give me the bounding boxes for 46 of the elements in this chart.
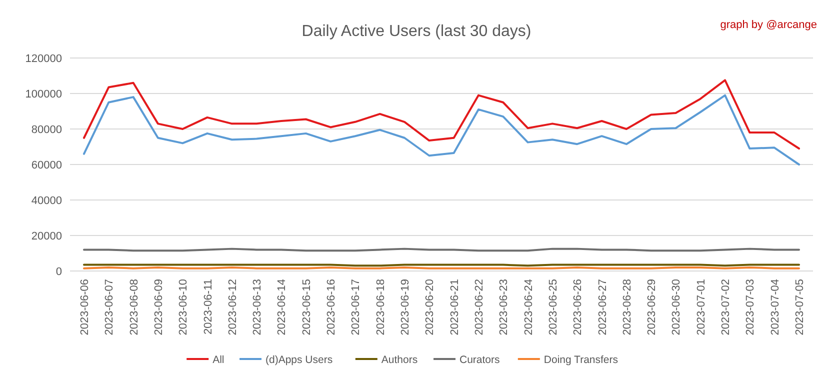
legend-label: (d)Apps Users xyxy=(266,354,333,366)
y-tick-label: 0 xyxy=(56,266,62,278)
legend-label: All xyxy=(212,354,224,366)
x-tick-label: 2023-06-24 xyxy=(522,279,535,336)
x-tick-label: 2023-06-09 xyxy=(152,279,165,336)
x-tick-label: 2023-06-16 xyxy=(326,279,338,336)
line-series xyxy=(83,94,800,166)
x-tick-label: 2023-06-25 xyxy=(547,279,560,336)
x-tick-label: 2023-06-22 xyxy=(473,279,486,336)
y-tick-label: 60000 xyxy=(31,160,62,172)
x-tick-label: 2023-06-27 xyxy=(596,279,609,336)
x-tick-label: 2023-06-18 xyxy=(374,279,387,336)
x-tick-label: 2023-07-01 xyxy=(695,279,708,336)
x-tick-label: 2023-06-13 xyxy=(252,279,264,336)
x-tick-label: 2023-06-23 xyxy=(498,279,510,336)
x-tick-label: 2023-06-21 xyxy=(448,279,461,336)
y-tick-label: 20000 xyxy=(31,230,62,242)
x-tick-label: 2023-06-15 xyxy=(300,279,313,336)
x-tick-label: 2023-06-12 xyxy=(226,279,239,336)
x-tick-label: 2023-06-29 xyxy=(646,279,658,336)
y-tick-label: 80000 xyxy=(31,124,62,136)
x-tick-label: 2023-06-28 xyxy=(621,279,634,336)
x-tick-label: 2023-06-07 xyxy=(104,279,116,336)
x-tick-label: 2023-07-02 xyxy=(720,279,732,336)
y-tick-label: 40000 xyxy=(31,195,62,207)
x-tick-label: 2023-07-05 xyxy=(794,279,806,336)
legend-label: Curators xyxy=(460,354,500,366)
y-tick-label: 100000 xyxy=(25,88,62,100)
x-tick-label: 2023-06-30 xyxy=(670,279,683,336)
y-tick-label: 120000 xyxy=(25,53,62,65)
x-tick-label: 2023-06-17 xyxy=(350,279,362,336)
x-tick-label: 2023-06-26 xyxy=(572,279,584,336)
x-tick-label: 2023-06-06 xyxy=(79,279,91,336)
x-tick-label: 2023-07-03 xyxy=(744,279,757,336)
x-tick-label: 2023-06-08 xyxy=(128,279,140,336)
x-tick-label: 2023-06-14 xyxy=(276,279,288,336)
x-tick-label: 2023-06-20 xyxy=(424,279,436,336)
line-series xyxy=(83,79,800,150)
legend-label: Doing Transfers xyxy=(544,354,618,366)
text: graph by @arcange xyxy=(720,19,817,31)
x-tick-label: 2023-06-11 xyxy=(202,279,214,334)
x-tick-label: 2023-06-19 xyxy=(400,279,412,336)
x-tick-label: 2023-07-04 xyxy=(769,279,782,336)
legend-label: Authors xyxy=(381,354,418,366)
x-tick-label: 2023-06-10 xyxy=(178,279,190,336)
chart-title: Daily Active Users (last 30 days) xyxy=(302,23,532,40)
